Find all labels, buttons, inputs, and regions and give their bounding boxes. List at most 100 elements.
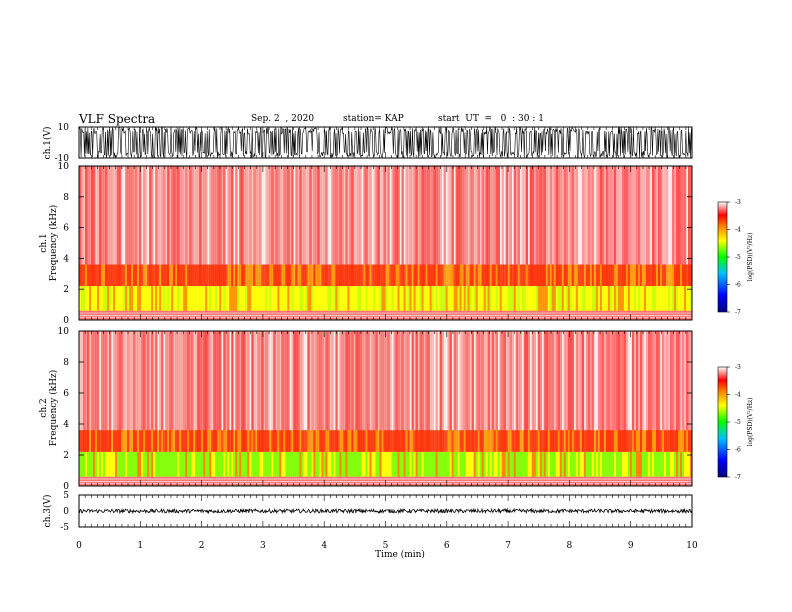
- spec1-lowband: [285, 286, 288, 311]
- spec1-lowband: [473, 286, 476, 311]
- spec1-lowband: [441, 286, 444, 311]
- spec1-lowband: [293, 286, 296, 311]
- spec1-lowband: [209, 286, 212, 311]
- spec2-band: [229, 430, 232, 452]
- spec1-column: [473, 166, 476, 287]
- spec2-column: [391, 331, 394, 452]
- spec1-band: [177, 264, 180, 287]
- spec1-column: [279, 166, 282, 287]
- spec2-band: [677, 430, 681, 452]
- spec2-column: [227, 331, 230, 452]
- spec2-band: [299, 430, 302, 452]
- spec1-column: [121, 166, 124, 287]
- spec2-band: [529, 430, 533, 452]
- spec2-lowband: [455, 451, 458, 477]
- spec2-column: [315, 331, 318, 452]
- spec2-band: [87, 430, 90, 452]
- spec1-column: [249, 166, 252, 287]
- spec2-column: [537, 331, 541, 452]
- spec2-lowband: [615, 451, 619, 477]
- spec1-band: [141, 264, 144, 287]
- spec2-lowband: [313, 451, 316, 477]
- spec2-band: [583, 430, 587, 452]
- spec1-column: [555, 166, 559, 287]
- spec1-band: [279, 264, 282, 287]
- spec2-band: [261, 430, 264, 452]
- spec2-band: [517, 430, 521, 452]
- spec2-column: [501, 331, 504, 452]
- spec2-lowband: [315, 451, 318, 477]
- spec1-band: [635, 264, 639, 287]
- spec2-lowband: [107, 451, 110, 477]
- spec2-band: [283, 430, 286, 452]
- spec1-band: [585, 264, 589, 287]
- spec2-column: [681, 331, 685, 452]
- spec1-column: [631, 166, 635, 287]
- spec2-column: [499, 331, 502, 452]
- time-tick-label: 2: [199, 541, 205, 551]
- spec2-lowband: [175, 451, 178, 477]
- spec1-lowband: [271, 286, 274, 311]
- spec2-lowband: [549, 451, 553, 477]
- spec2-column: [105, 331, 108, 452]
- spec2-column: [135, 331, 138, 452]
- spec1-lowband: [205, 286, 208, 311]
- spec1-lowband: [591, 286, 595, 311]
- spec1-band: [601, 264, 605, 287]
- spec2-band: [267, 430, 270, 452]
- spec1-column: [505, 166, 508, 287]
- spec1-band: [449, 264, 452, 287]
- spec2-band: [207, 430, 210, 452]
- spec1-band: [307, 264, 310, 287]
- spec2-lowband: [547, 451, 551, 477]
- spec1-lowband: [387, 286, 390, 311]
- spec1-band: [333, 264, 336, 287]
- spec1-column: [253, 166, 256, 287]
- ch1-spectrogram-channel-label: ch.1: [39, 233, 49, 252]
- spec1-column: [499, 166, 502, 287]
- spec2-lowband: [249, 451, 252, 477]
- ch2-spectrogram-image: [79, 331, 693, 486]
- spec2-column: [193, 331, 196, 452]
- spec2-column: [567, 331, 571, 452]
- spec1-lowband: [401, 286, 404, 311]
- spec2-band: [115, 430, 118, 452]
- spec2-band: [195, 430, 198, 452]
- spec1-lowband: [423, 286, 426, 311]
- spec2-band: [121, 430, 124, 452]
- spec2-lowband: [143, 451, 146, 477]
- spec1-column: [275, 166, 278, 287]
- spec1-band: [627, 264, 631, 287]
- spec2-column: [435, 331, 438, 452]
- spec2-lowband: [655, 451, 659, 477]
- spec1-band: [641, 264, 645, 287]
- spec1-band: [473, 264, 476, 287]
- spec2-column: [595, 331, 599, 452]
- spec2-band: [537, 430, 541, 452]
- spec1-column: [383, 166, 386, 287]
- spec2-column: [559, 331, 563, 452]
- spec1-lowband: [651, 286, 655, 311]
- spec2-band: [313, 430, 316, 452]
- spec1-column: [199, 166, 202, 287]
- spec1-column: [187, 166, 190, 287]
- spec2-column: [491, 331, 494, 452]
- spec2-lowband: [423, 451, 426, 477]
- spec1-column: [179, 166, 182, 287]
- spec1-band: [111, 264, 114, 287]
- spec2-column: [97, 331, 100, 452]
- spec2-band: [489, 430, 492, 452]
- spec1-band: [191, 264, 194, 287]
- spec2-band: [541, 430, 545, 452]
- spec2-lowband: [235, 451, 238, 477]
- spec1-band: [563, 264, 567, 287]
- spec2-lowband: [483, 451, 486, 477]
- cb1-label: -7: [735, 309, 741, 316]
- spec2-band: [437, 430, 440, 452]
- spec2-band: [661, 430, 665, 452]
- spec2-column: [531, 331, 535, 452]
- spec2-band: [91, 430, 94, 452]
- spec2-band: [155, 430, 158, 452]
- spec1-band: [221, 264, 224, 287]
- spec1-band: [225, 264, 228, 287]
